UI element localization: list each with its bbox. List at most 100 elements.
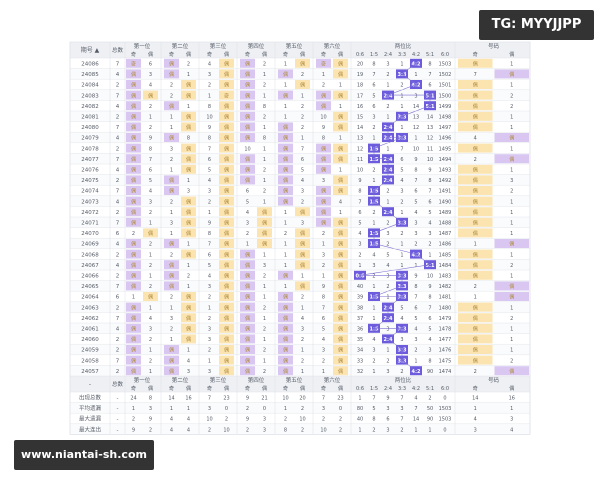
marked-cell xyxy=(295,228,310,238)
miss-count: 4 xyxy=(428,337,431,343)
marked-cell xyxy=(240,80,255,89)
stat-value: 2 xyxy=(301,427,304,433)
issue-number: 24066 xyxy=(81,274,99,280)
mark-glyph: 偶 xyxy=(321,188,326,195)
miss-count: 13 xyxy=(357,136,363,142)
miss-count: 3 xyxy=(208,337,211,343)
stat-label: 最大连出 xyxy=(79,425,101,433)
footer-odd-sub: 奇 xyxy=(245,385,250,392)
mark-glyph: 偶 xyxy=(186,145,191,152)
stat-sum: - xyxy=(117,427,119,433)
mark-glyph: 偶 xyxy=(169,61,174,68)
miss-count: 5 xyxy=(372,93,375,99)
miss-count: 8 xyxy=(414,284,417,290)
miss-count: 1 xyxy=(187,72,190,78)
marked-cell xyxy=(458,355,493,365)
miss-count: 1 xyxy=(510,221,513,227)
marked-cell xyxy=(333,111,348,121)
marked-cell xyxy=(126,143,141,153)
stat-value: 14 xyxy=(168,396,174,402)
row-stripe xyxy=(70,153,530,164)
mark-glyph: 偶 xyxy=(321,92,326,99)
mark-glyph: 偶 xyxy=(300,241,305,248)
issue-number: 24081 xyxy=(81,115,99,121)
miss-count: 3 xyxy=(386,327,389,333)
marked-cell xyxy=(316,143,331,153)
miss-count: 3 xyxy=(170,221,173,227)
stat-value: 0 xyxy=(443,427,446,433)
stat-value: 4 xyxy=(474,417,477,423)
mark-glyph: 奇 xyxy=(321,61,326,68)
stat-value: 9 xyxy=(246,417,249,423)
marked-cell xyxy=(333,239,348,248)
miss-count: 1499 xyxy=(439,104,452,110)
miss-count: 1 xyxy=(284,83,287,89)
marked-cell xyxy=(278,69,293,79)
miss-count: 1492 xyxy=(439,178,452,184)
stat-label: 出现总数 xyxy=(79,394,102,402)
miss-count: 1 xyxy=(322,242,325,248)
mark-glyph: 偶 xyxy=(245,304,250,311)
marked-cell xyxy=(240,69,255,79)
mark-glyph: 偶 xyxy=(338,71,343,78)
miss-count: 1476 xyxy=(439,348,452,354)
miss-count: 13 xyxy=(413,115,419,121)
miss-count: 8 xyxy=(322,295,325,301)
miss-count: 2 xyxy=(208,295,211,301)
mark-glyph: 偶 xyxy=(131,347,136,354)
miss-count: 3 xyxy=(386,274,389,280)
miss-count: 4 xyxy=(208,62,211,68)
miss-count: 4 xyxy=(149,83,152,89)
marked-cell xyxy=(316,58,331,68)
miss-count: 1 xyxy=(284,284,287,290)
miss-count: 3 xyxy=(386,369,389,375)
marked-cell xyxy=(126,196,141,206)
miss-count: 2 xyxy=(322,231,325,237)
position-group-header: 第三位 xyxy=(210,42,227,50)
miss-count: 17 xyxy=(357,93,363,99)
sum-value: 4 xyxy=(116,242,120,248)
miss-count: 2 xyxy=(284,231,287,237)
marked-cell xyxy=(458,207,493,217)
position-group-header: 第六位 xyxy=(324,42,341,50)
miss-count: 3 xyxy=(246,221,249,227)
stat-value: 2 xyxy=(208,427,211,433)
miss-count: 3 xyxy=(400,189,403,195)
miss-count: 1 xyxy=(322,72,325,78)
sum-value: 7 xyxy=(116,189,120,195)
sum-value: 4 xyxy=(116,327,120,333)
miss-count: 1 xyxy=(132,295,135,301)
miss-count: 2 xyxy=(372,358,375,364)
miss-count: 2 xyxy=(301,125,304,131)
marked-cell xyxy=(126,80,141,89)
miss-count: 10 xyxy=(427,157,433,163)
miss-count: 2 xyxy=(510,104,513,110)
stat-value: 3 xyxy=(474,427,477,433)
stat-value: 20 xyxy=(299,396,305,402)
ratio-highlight-value: 1:5 xyxy=(370,199,379,205)
miss-count: 1 xyxy=(301,136,304,142)
miss-count: 1 xyxy=(284,104,287,110)
miss-count: 3 xyxy=(322,178,325,184)
miss-count: 2 xyxy=(208,199,211,205)
mark-glyph: 偶 xyxy=(300,251,305,258)
miss-count: 2 xyxy=(386,284,389,290)
miss-count: 2 xyxy=(386,242,389,248)
mark-glyph: 偶 xyxy=(338,241,343,248)
miss-count: 2 xyxy=(358,252,361,258)
marked-cell xyxy=(219,58,234,68)
miss-count: 1 xyxy=(400,263,403,269)
ratio-highlight-value: 1:5 xyxy=(370,157,379,163)
marked-cell xyxy=(219,122,234,132)
stat-sum: - xyxy=(117,396,119,402)
miss-count: 1 xyxy=(386,295,389,301)
miss-count: 1 xyxy=(510,305,513,311)
miss-count: 2 xyxy=(187,62,190,68)
miss-count: 2 xyxy=(510,316,513,322)
stat-value: 2 xyxy=(225,417,228,423)
miss-count: 19 xyxy=(357,72,363,78)
mark-glyph: 偶 xyxy=(300,209,305,216)
marked-cell xyxy=(333,228,348,238)
tail-group-header: 号码 xyxy=(488,42,500,50)
miss-count: 10 xyxy=(206,115,212,121)
